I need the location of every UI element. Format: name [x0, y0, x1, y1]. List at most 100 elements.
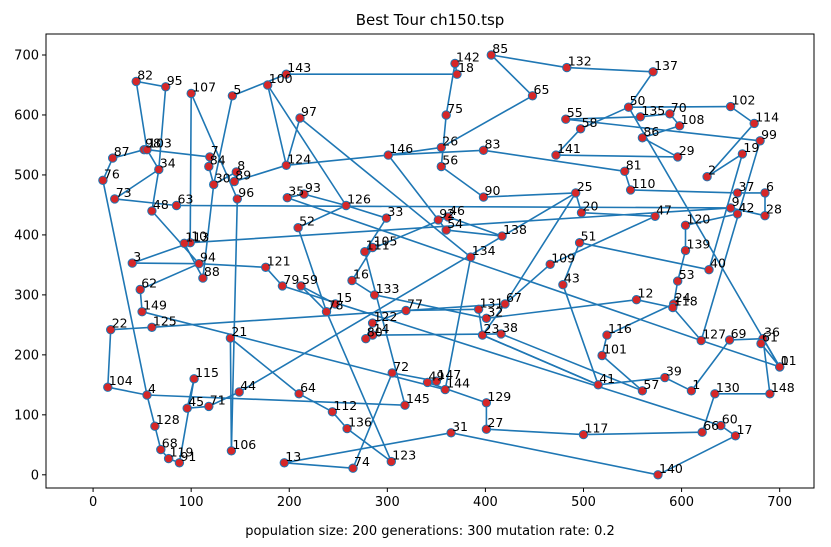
city-label: 8 — [237, 158, 245, 173]
city-label: 28 — [766, 202, 782, 217]
city-label: 99 — [761, 127, 777, 142]
tour-segment — [229, 337, 300, 395]
city-label: 20 — [583, 199, 599, 214]
city-label: 97 — [301, 104, 317, 119]
city-marker — [225, 333, 236, 343]
city-marker — [293, 223, 303, 233]
city-label: 12 — [638, 286, 654, 301]
city-marker — [436, 161, 446, 172]
tour-segment — [151, 210, 200, 265]
city-label: 1 — [692, 377, 700, 392]
city-label: 33 — [387, 204, 403, 219]
city-marker — [127, 258, 138, 268]
city-marker — [602, 330, 612, 340]
city-marker — [576, 208, 587, 218]
city-marker — [341, 200, 351, 211]
city-label: 139 — [687, 237, 711, 252]
city-marker — [231, 167, 242, 177]
tour-segment — [363, 216, 449, 253]
tour-segment — [440, 95, 534, 149]
city-label: 14 — [374, 321, 390, 336]
tour-segment — [178, 377, 195, 464]
city-label: 43 — [564, 271, 580, 286]
city-label: 17 — [737, 422, 753, 437]
city-marker — [481, 398, 492, 408]
x-tick-label: 400 — [473, 495, 498, 510]
city-label: 77 — [407, 297, 423, 312]
city-marker — [561, 114, 571, 124]
city-marker — [279, 458, 289, 468]
city-label: 52 — [299, 214, 315, 229]
tour-segment — [300, 285, 328, 313]
tour-segment — [286, 196, 703, 342]
tour-segment — [706, 153, 744, 178]
tour-segment — [671, 306, 703, 342]
tour-segment — [202, 183, 215, 279]
city-label: 86 — [643, 124, 659, 139]
city-marker — [131, 76, 141, 87]
city-label: 15 — [336, 290, 352, 305]
city-label: 64 — [300, 380, 316, 395]
city-label: 93 — [305, 180, 321, 195]
city-label: 39 — [666, 364, 682, 379]
city-label: 148 — [771, 380, 795, 395]
y-tick-label: 0 — [31, 468, 39, 483]
city-marker — [347, 275, 357, 286]
city-label: 65 — [534, 82, 550, 97]
city-marker — [749, 118, 759, 129]
city-label: 4 — [148, 381, 156, 396]
city-marker — [261, 262, 271, 272]
tour-segment — [701, 392, 716, 434]
city-label: 107 — [192, 79, 216, 94]
city-marker — [486, 50, 496, 60]
tour-segment — [281, 285, 722, 427]
tour-segment — [440, 114, 448, 168]
city-label: 22 — [112, 316, 128, 331]
city-label: 76 — [104, 166, 120, 181]
city-marker — [635, 112, 646, 122]
tour-segment — [387, 149, 485, 156]
tour-segment — [708, 153, 744, 271]
city-label: 0 — [781, 353, 789, 368]
tour-segment — [504, 263, 552, 305]
tour-segment — [303, 193, 347, 207]
y-tick-label: 400 — [14, 228, 39, 243]
tour-segment — [482, 149, 626, 173]
tour-segment — [111, 148, 145, 159]
city-label: 123 — [392, 448, 416, 463]
city-label: 56 — [442, 153, 458, 168]
tour-segment — [283, 461, 354, 470]
tour-segment — [450, 431, 659, 476]
x-tick-label: 0 — [89, 495, 97, 510]
city-marker — [383, 150, 393, 160]
x-tick-label: 300 — [375, 495, 400, 510]
city-marker — [756, 338, 766, 349]
city-marker — [500, 299, 510, 309]
tour-segment — [578, 241, 710, 271]
city-marker — [431, 376, 442, 386]
city-label: 10 — [191, 229, 207, 244]
city-label: 24 — [675, 290, 691, 305]
tour-segment — [565, 66, 654, 73]
tour-segment — [373, 294, 488, 320]
city-label: 72 — [393, 359, 409, 374]
city-label: 11 — [781, 353, 797, 368]
city-label: 62 — [141, 276, 157, 291]
city-label: 59 — [302, 272, 318, 287]
city-label: 128 — [156, 412, 180, 427]
city-marker — [436, 142, 446, 153]
city-label: 50 — [630, 93, 646, 108]
city-marker — [360, 247, 370, 257]
tour-segment — [481, 303, 506, 336]
city-marker — [765, 389, 775, 399]
tour-segment — [297, 226, 328, 313]
city-marker — [232, 194, 243, 204]
city-label: 48 — [153, 197, 169, 212]
city-label: 108 — [681, 112, 705, 127]
tour-segment — [325, 310, 393, 463]
y-tick-label: 700 — [14, 48, 39, 63]
city-marker — [571, 188, 581, 198]
city-marker — [760, 188, 770, 198]
city-marker-layer — [98, 50, 785, 480]
